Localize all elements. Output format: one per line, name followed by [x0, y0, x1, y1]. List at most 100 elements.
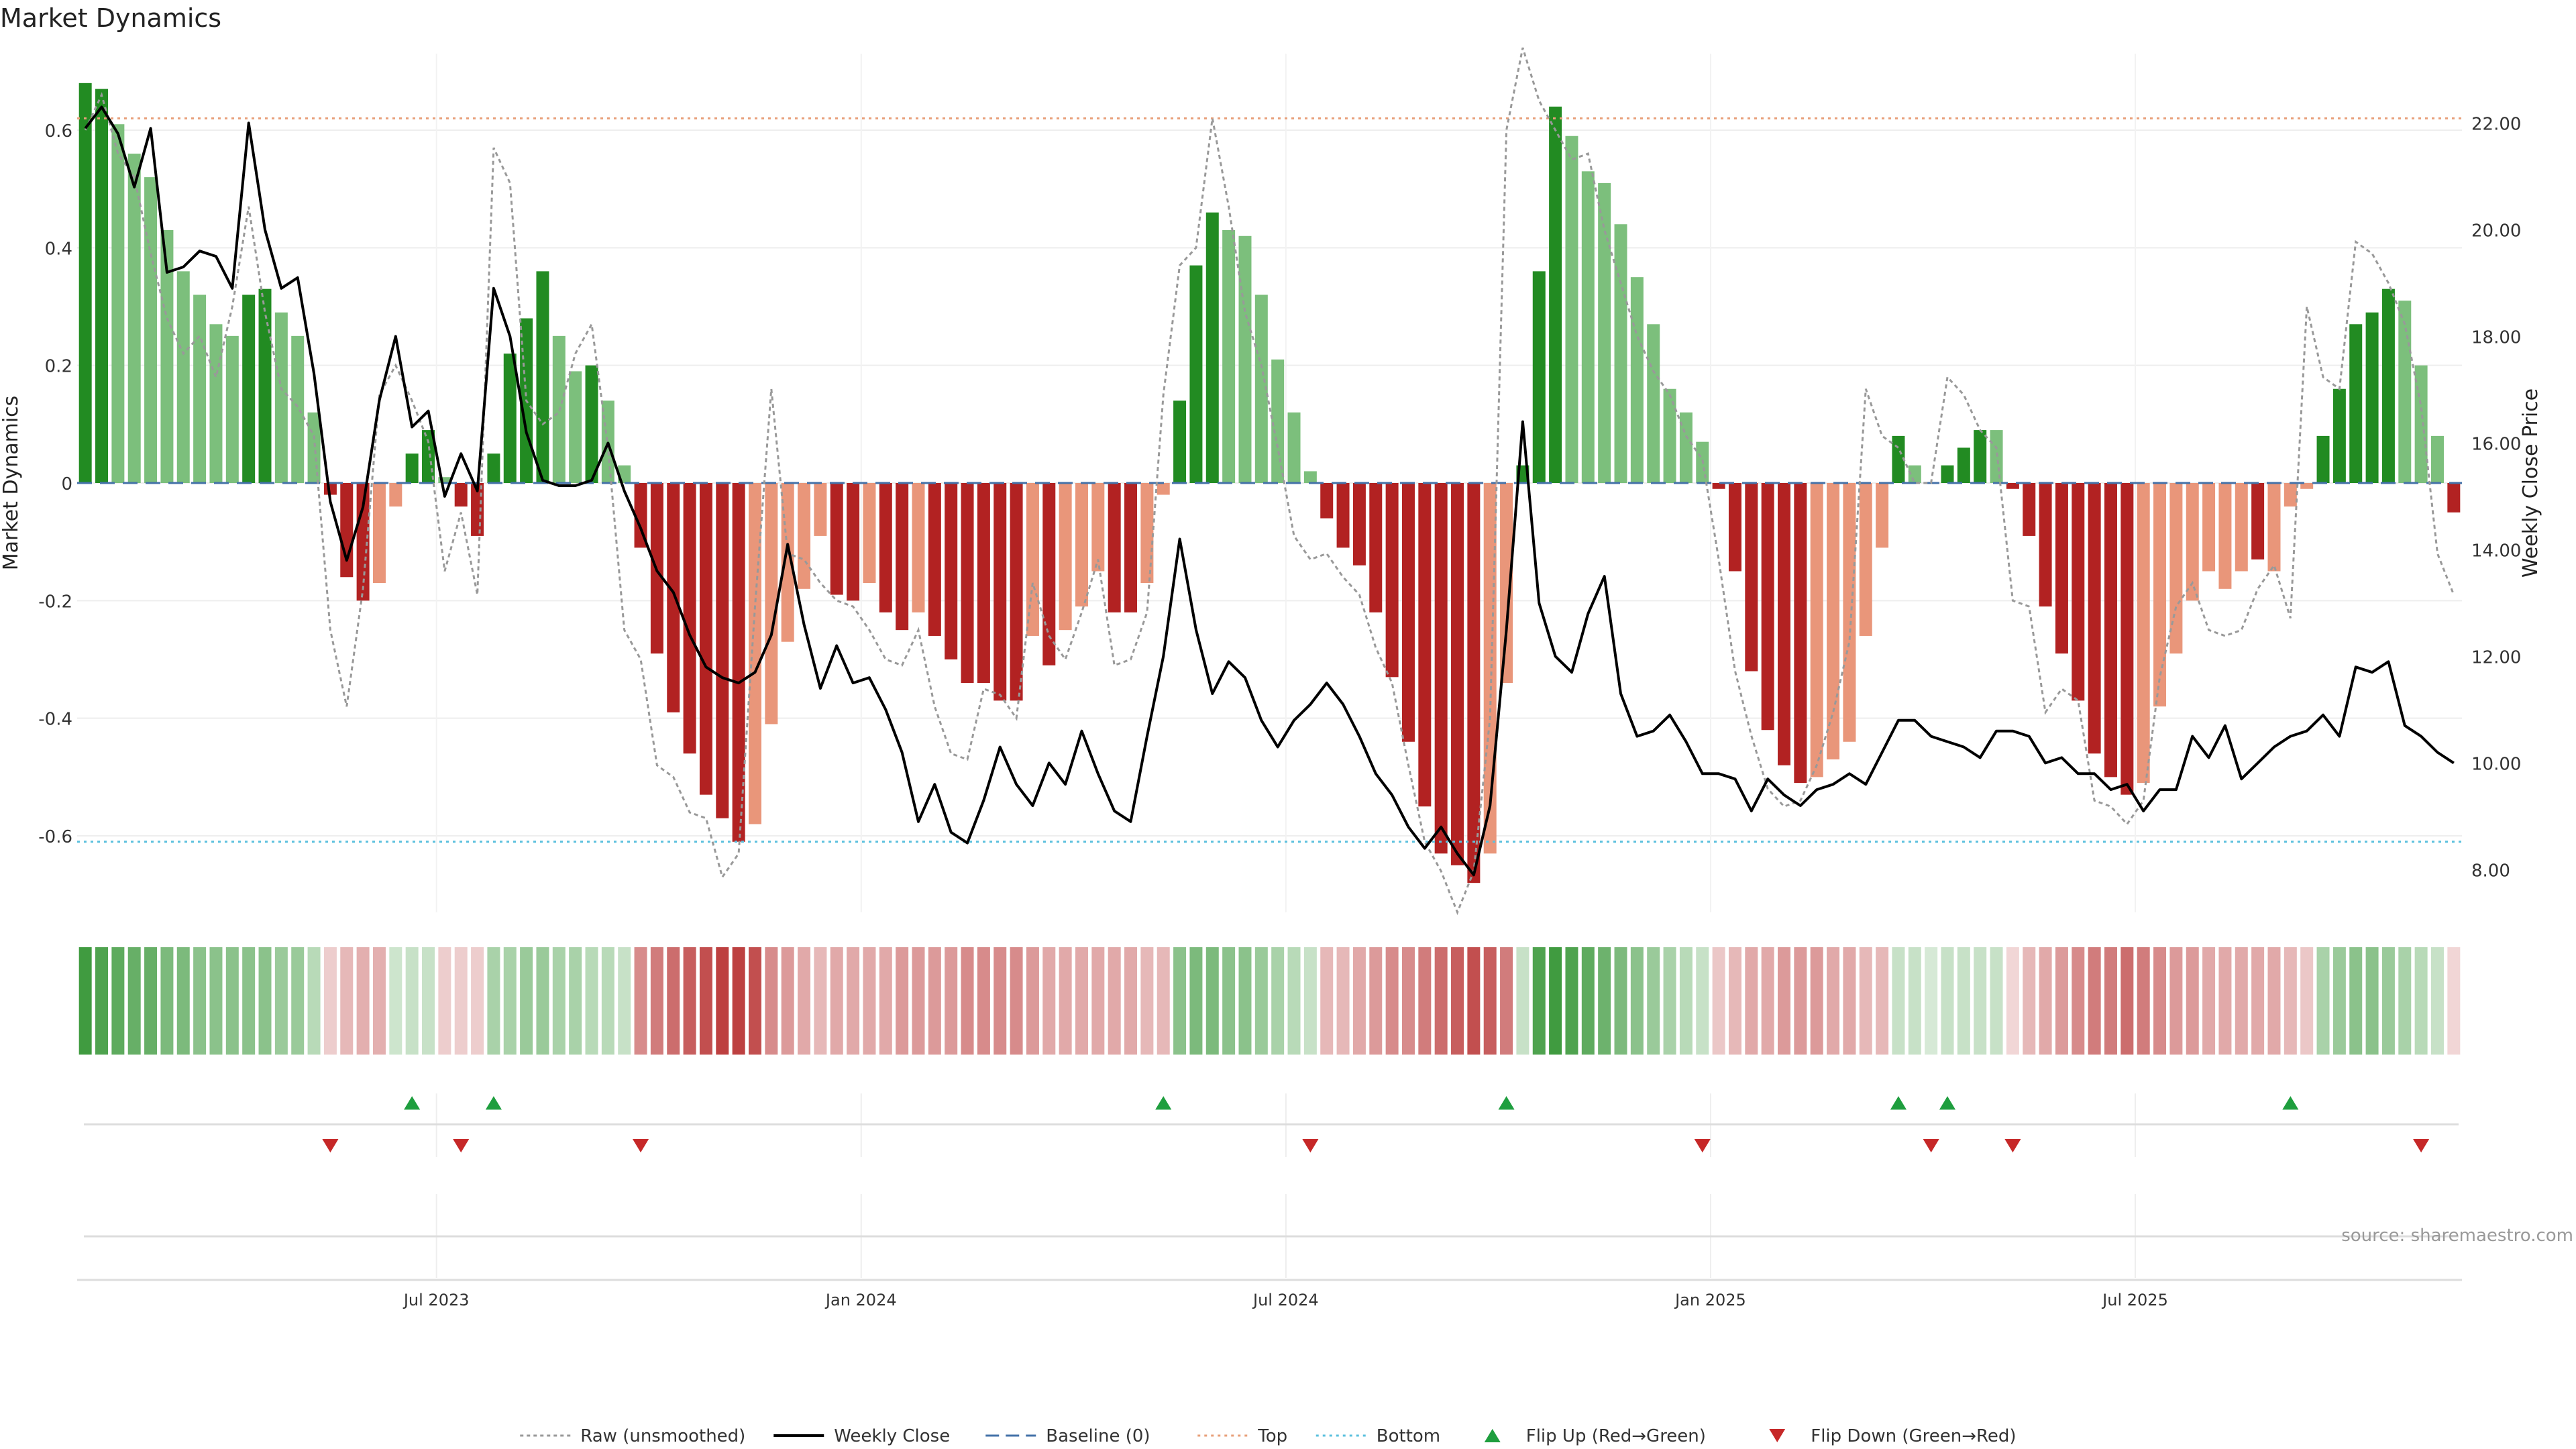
dynamics-bar [291, 335, 305, 483]
regime-cell [2039, 947, 2052, 1055]
regime-cell [111, 947, 125, 1055]
regime-cell [2137, 947, 2150, 1055]
left-tick-label: 0.2 [45, 357, 72, 377]
dynamics-bar [1352, 483, 1366, 566]
left-tick-label: -0.2 [38, 592, 72, 612]
regime-cell [879, 947, 892, 1055]
dynamics-bar [1189, 265, 1203, 483]
dynamics-bar [1026, 483, 1039, 636]
dynamics-bar [2137, 483, 2150, 784]
regime-cell [1630, 947, 1644, 1055]
axis-layer: -0.6 -0.4 -0.2 0 0.2 0.4 0.6 8.00 10.00 12.00 14.0… [38, 114, 2521, 881]
dynamics-bar [798, 483, 811, 589]
regime-cell [225, 947, 239, 1055]
raw-series-line [84, 47, 2455, 916]
legend-item-close: Weekly Close [773, 1426, 950, 1446]
regime-cell [1336, 947, 1350, 1055]
flip-up-marker [1939, 1096, 1955, 1110]
regime-cell [1189, 947, 1203, 1055]
dynamics-bar [1010, 483, 1023, 701]
regime-cell [1303, 947, 1317, 1055]
dynamics-bar [2006, 483, 2019, 489]
regime-cell [1401, 947, 1415, 1055]
dynamics-bar [1581, 171, 1595, 483]
weekly-close-line [84, 105, 2455, 877]
dynamics-bar [1761, 483, 1774, 731]
dynamics-bar [1369, 483, 1383, 612]
regime-cell [1385, 947, 1399, 1055]
dynamics-bar [1108, 483, 1121, 612]
regime-cell [650, 947, 663, 1055]
regime-cell [160, 947, 174, 1055]
regime-cell [2316, 947, 2330, 1055]
dynamics-bar [1598, 182, 1611, 483]
regime-cell [1549, 947, 1562, 1055]
left-tick-label: 0.6 [45, 121, 72, 142]
flip-down-marker [1302, 1139, 1319, 1152]
regime-cell [2169, 947, 2183, 1055]
dynamics-bar [1728, 483, 1741, 572]
regime-cell [1451, 947, 1464, 1055]
dynamics-bar [977, 483, 990, 684]
dynamics-bar [765, 483, 778, 724]
dynamics-bar [356, 483, 370, 601]
regime-cell [2072, 947, 2085, 1055]
dynamics-bar [389, 483, 402, 507]
dynamics-bar [1271, 359, 1285, 483]
dynamics-bar [1549, 106, 1562, 483]
regime-cell [372, 947, 386, 1055]
regime-cell [601, 947, 614, 1055]
dynamics-bar [699, 483, 712, 795]
regime-cell [1827, 947, 1840, 1055]
dynamics-bar [1222, 230, 1236, 483]
dynamics-bar [193, 294, 207, 483]
regime-cell [1140, 947, 1154, 1055]
regime-cell [127, 947, 141, 1055]
regime-cell [1876, 947, 1889, 1055]
x-tick-label: Jul 2024 [1252, 1291, 1319, 1309]
dynamics-bar [1630, 277, 1644, 483]
regime-cell [1745, 947, 1758, 1055]
regime-cell [144, 947, 158, 1055]
flip-up-marker [2282, 1096, 2299, 1110]
dynamics-bar [2381, 288, 2395, 483]
dynamics-bar [1908, 465, 1921, 483]
legend-item-top: Top [1197, 1426, 1287, 1446]
dynamics-bar [1500, 483, 1513, 684]
dynamics-bar [2121, 483, 2134, 795]
flip-up-marker [1890, 1096, 1907, 1110]
dynamics-bar [2039, 483, 2052, 607]
legend-label: Bottom [1377, 1426, 1440, 1446]
regime-cell [1598, 947, 1611, 1055]
regime-cell [1892, 947, 1905, 1055]
regime-cell [2267, 947, 2281, 1055]
legend-label: Weekly Close [834, 1426, 950, 1446]
dynamics-bar [716, 483, 729, 818]
legend-swatch [1769, 1429, 1786, 1442]
dynamics-bar [1401, 483, 1415, 742]
regime-cell [193, 947, 207, 1055]
regime-cell [2235, 947, 2248, 1055]
dynamics-bar [1140, 483, 1154, 584]
regime-cell [2430, 947, 2444, 1055]
regime-cell [323, 947, 337, 1055]
dynamics-bar [2316, 435, 2330, 483]
legend-label: Top [1257, 1426, 1287, 1446]
dynamics-bar [1843, 483, 1856, 742]
regime-cell [1418, 947, 1432, 1055]
dynamics-bar [1647, 324, 1660, 483]
regime-cell [847, 947, 860, 1055]
regime-cell [1042, 947, 1056, 1055]
regime-cell [503, 947, 517, 1055]
dynamics-bar [372, 483, 386, 584]
regime-cell [1941, 947, 1954, 1055]
regime-cell [1483, 947, 1497, 1055]
regime-cell [1467, 947, 1481, 1055]
right-tick-label: 10.00 [2471, 754, 2521, 774]
regime-cell [2088, 947, 2101, 1055]
right-tick-label: 18.00 [2471, 327, 2521, 347]
dynamics-bar [1778, 483, 1790, 765]
dynamics-bar [994, 483, 1007, 701]
x-tick-label: Jul 2023 [402, 1291, 470, 1309]
